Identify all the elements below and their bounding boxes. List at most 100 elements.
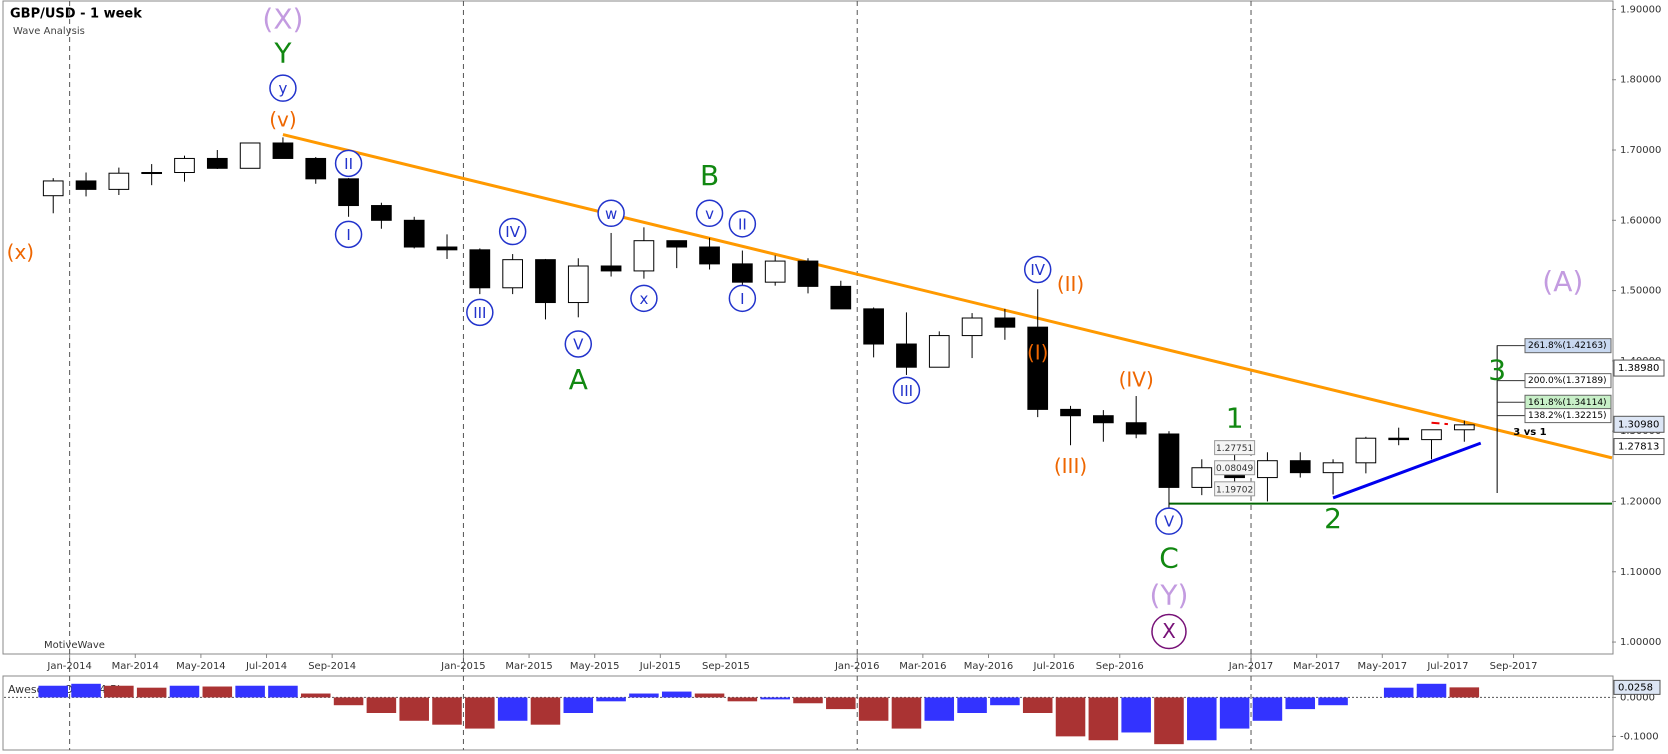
- chart-title: GBP/USD - 1 week: [10, 7, 142, 22]
- candle-body: [567, 265, 589, 304]
- wave-label: II: [344, 155, 353, 173]
- wave-label: x: [639, 290, 648, 308]
- wave-label: III: [900, 382, 913, 400]
- fib-box: [1524, 408, 1612, 424]
- wave-circle: [728, 284, 757, 313]
- x-tick-label: Jul-2016: [1033, 661, 1075, 672]
- wave-circle: [269, 74, 297, 102]
- wave-label: 2: [1324, 502, 1342, 535]
- wave-circle: [466, 298, 494, 327]
- wave-label: (II): [1057, 272, 1084, 296]
- wave-circle: [597, 199, 625, 228]
- wave-label: IV: [505, 223, 520, 241]
- y-tick-label: 1.90000: [1620, 4, 1661, 15]
- candle-body: [863, 308, 884, 345]
- wave-label: w: [605, 205, 617, 223]
- candle-body: [1289, 460, 1311, 474]
- osc-bar: [694, 693, 725, 698]
- x-tick-label: May-2014: [176, 661, 226, 672]
- candle-body: [272, 142, 294, 159]
- candle-body: [1355, 437, 1377, 464]
- wave-label: III: [473, 304, 486, 322]
- osc-bar: [1416, 683, 1447, 698]
- osc-bar: [300, 693, 331, 698]
- osc-tick-label: 0.0000: [1620, 692, 1655, 703]
- x-tick-label: Sep-2017: [1490, 661, 1538, 672]
- x-tick-label: Sep-2015: [702, 661, 750, 672]
- osc-bar: [1383, 687, 1414, 698]
- y-tick-label: 1.80000: [1620, 75, 1661, 86]
- candle-body: [1027, 326, 1049, 410]
- x-tick-label: Mar-2016: [899, 661, 946, 672]
- osc-bar: [202, 686, 233, 698]
- x-tick-label: May-2015: [570, 661, 620, 672]
- osc-bar: [957, 697, 987, 713]
- candle-body: [699, 246, 720, 265]
- price-box-label: 1.38980: [1618, 363, 1659, 374]
- wave-label: I: [346, 226, 350, 244]
- osc-tick-label: -0.1000: [1620, 731, 1659, 742]
- osc-bar: [366, 697, 397, 713]
- candle-body: [1388, 437, 1410, 441]
- wave-label: (IV): [1119, 367, 1154, 391]
- candle-body: [469, 249, 491, 289]
- osc-bar: [432, 697, 462, 725]
- osc-bar: [136, 687, 167, 698]
- fib-box: [1524, 373, 1612, 389]
- osc-bar: [858, 697, 889, 721]
- price-pane: [2, 0, 1614, 655]
- wave-label: A: [569, 363, 588, 396]
- osc-bar: [71, 683, 101, 698]
- osc-bar: [104, 685, 134, 698]
- x-tick-label: May-2016: [964, 661, 1014, 672]
- osc-bar: [891, 697, 922, 729]
- osc-bar: [497, 697, 528, 721]
- osc-bar: [826, 697, 856, 710]
- wave-circle: [892, 376, 921, 405]
- osc-bar: [1219, 697, 1250, 729]
- osc-bar: [235, 685, 265, 698]
- price-box: [1613, 359, 1665, 377]
- wave-label: V: [1164, 513, 1175, 531]
- x-tick-label: Jul-2017: [1426, 661, 1468, 672]
- price-box-label: 1.30980: [1618, 419, 1659, 430]
- wave-label: B: [700, 159, 719, 192]
- candle-body: [994, 317, 1016, 328]
- fib-label: 161.8%(1.34114): [1528, 398, 1607, 408]
- wave-label: (I): [1027, 341, 1049, 365]
- candle-body: [239, 142, 261, 169]
- chart-subtitle: Wave Analysis: [13, 26, 85, 37]
- candle-body: [502, 259, 523, 289]
- candle-body: [1060, 408, 1081, 417]
- candle-body: [666, 240, 688, 248]
- osc-bar: [1088, 697, 1119, 741]
- wave-label: y: [278, 80, 287, 98]
- y-tick-label: 1.00000: [1620, 637, 1661, 648]
- candle-body: [1453, 424, 1475, 431]
- y-tick-label: 1.50000: [1620, 286, 1661, 297]
- y-tick-label: 1.60000: [1620, 215, 1661, 226]
- wave-circle: [630, 284, 658, 313]
- candle-body: [896, 343, 917, 368]
- osc-bar: [530, 697, 561, 725]
- osc-bar: [268, 685, 298, 698]
- wave-label: (III): [1054, 454, 1087, 478]
- osc-bar: [629, 693, 659, 698]
- wave-label: 3: [1488, 354, 1506, 387]
- osc-bar: [727, 697, 758, 702]
- osc-current-box: [1613, 679, 1661, 695]
- candle-body: [1322, 462, 1344, 474]
- osc-bar: [661, 691, 692, 698]
- osc-bar: [924, 697, 955, 721]
- candle-body: [1191, 467, 1213, 488]
- osc-bar: [333, 697, 364, 706]
- osc-bar: [760, 697, 790, 700]
- wave-label: I: [740, 290, 744, 308]
- wave-label: C: [1159, 541, 1179, 574]
- wave-circle: [1155, 507, 1183, 535]
- osc-bar: [1022, 697, 1053, 713]
- x-tick-label: Jan-2017: [1228, 661, 1273, 672]
- osc-bar: [1449, 687, 1480, 698]
- wave-label: X: [1162, 619, 1176, 643]
